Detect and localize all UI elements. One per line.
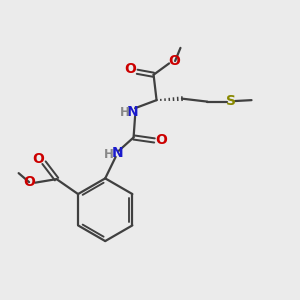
Text: O: O	[155, 134, 167, 147]
Text: N: N	[112, 146, 123, 160]
Text: H: H	[120, 106, 130, 119]
Text: O: O	[33, 152, 45, 166]
Text: S: S	[226, 94, 236, 108]
Text: N: N	[127, 105, 139, 119]
Text: H: H	[104, 148, 114, 161]
Text: O: O	[125, 62, 136, 76]
Text: O: O	[169, 54, 180, 68]
Text: O: O	[24, 175, 36, 189]
